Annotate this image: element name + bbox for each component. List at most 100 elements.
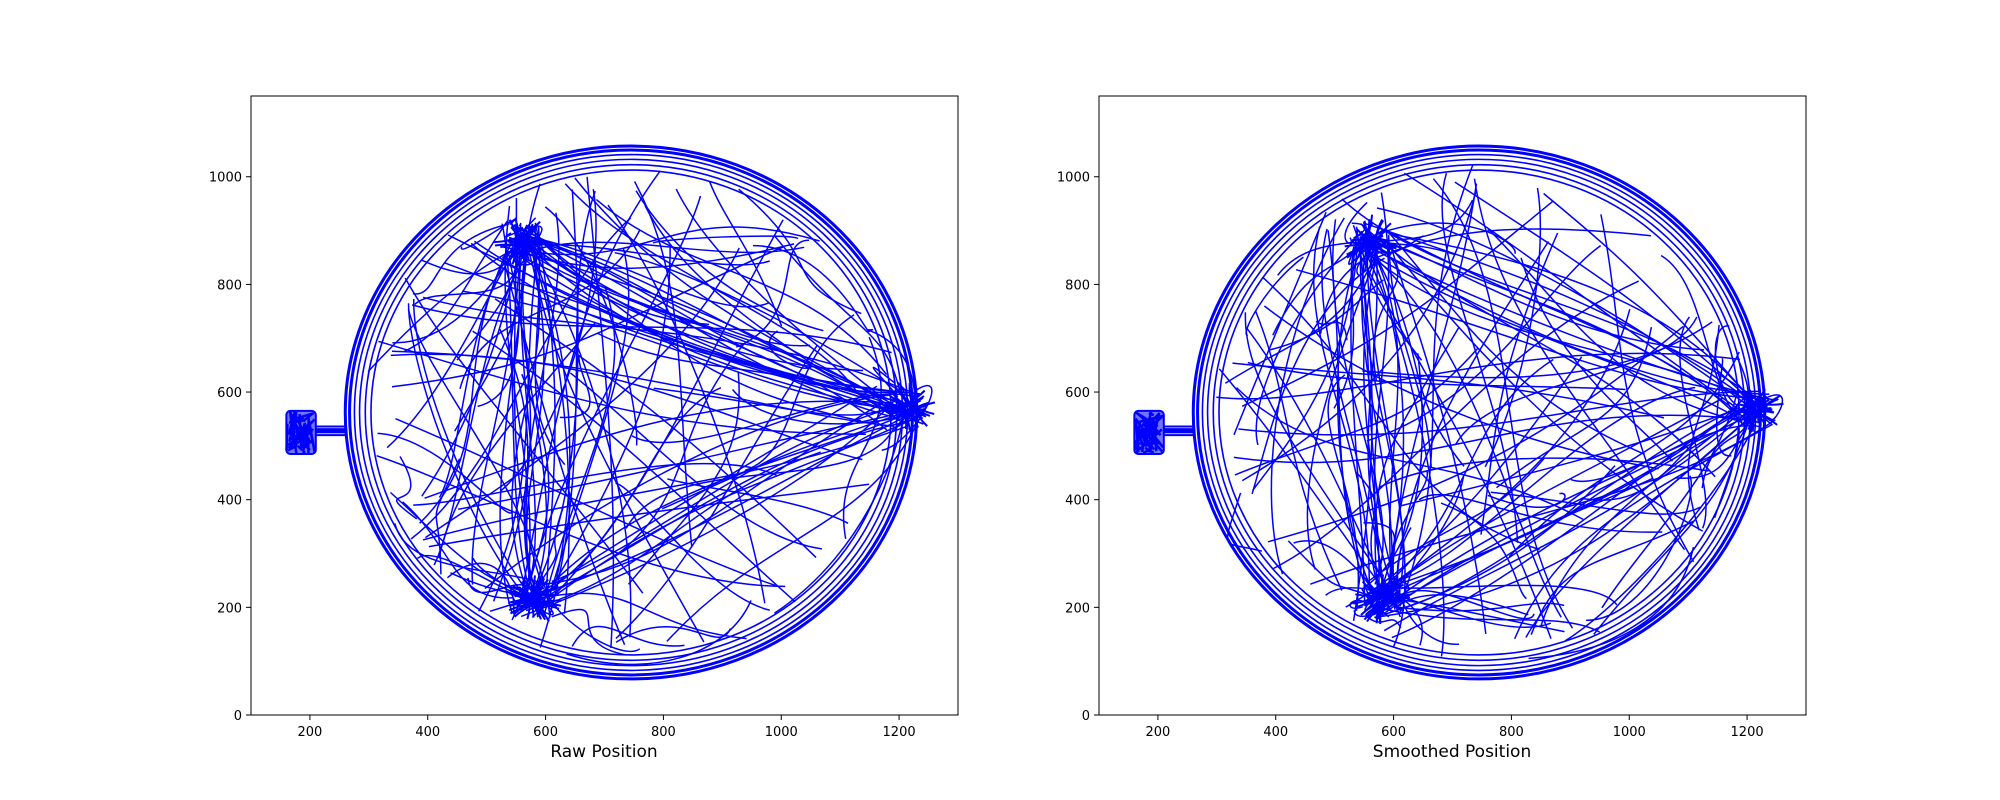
y-tick-label: 400 — [1065, 494, 1090, 509]
trajectory-segment — [1757, 395, 1768, 424]
trajectory-segment — [908, 383, 928, 427]
trajectory-lines — [1133, 144, 1784, 681]
trajectory-segment — [504, 205, 531, 581]
trajectory-segment — [510, 226, 541, 245]
trajectory-segment — [1747, 398, 1779, 430]
trajectory-segment — [402, 501, 514, 599]
y-tick-label: 200 — [217, 601, 242, 616]
trajectory-segment — [1391, 396, 1765, 639]
trajectory-segment — [512, 280, 902, 403]
trajectory-segment — [1262, 277, 1540, 551]
trajectory-segment — [523, 240, 905, 394]
trajectory-segment — [1441, 172, 1519, 543]
trajectory-segment — [1586, 475, 1692, 622]
trajectory-segment — [1363, 582, 1390, 607]
trajectory-segment — [530, 235, 907, 407]
trajectory-segment — [1525, 402, 1767, 638]
trajectory-segment — [1387, 230, 1739, 418]
y-tick-label: 800 — [1065, 278, 1090, 293]
trajectory-segment — [499, 236, 529, 614]
trajectory-ring — [1212, 163, 1746, 662]
trajectory-segment — [396, 456, 418, 520]
x-tick-label: 1200 — [1731, 725, 1764, 740]
trajectory-segment — [631, 393, 916, 444]
trajectory-segment — [1737, 402, 1766, 425]
trajectory-segment — [1363, 596, 1411, 621]
trajectory-segment — [615, 625, 732, 643]
trajectory-segment — [1362, 321, 1713, 379]
raw-position-panel: 200 400 600 800 1000 1200 0 200 400 600 800 1000 R… — [209, 95, 959, 762]
trajectory-segment — [1454, 181, 1759, 408]
trajectory-segment — [1360, 230, 1465, 467]
trajectory-segment — [526, 591, 535, 606]
trajectory-segment — [509, 602, 562, 615]
trajectory-segment — [1367, 238, 1392, 584]
trajectory-segment — [477, 242, 526, 408]
trajectory-segment — [456, 231, 525, 361]
trajectory-segment — [533, 421, 904, 605]
trajectory-segment — [1660, 254, 1745, 426]
trajectory-segment — [1490, 491, 1701, 515]
trajectory-segment — [1273, 280, 1640, 570]
trajectory-segment — [376, 454, 786, 588]
y-tick-label: 800 — [217, 278, 242, 293]
y-axis-ticks: 0 200 400 600 800 1000 — [1057, 171, 1099, 724]
start-box — [1133, 409, 1165, 455]
trajectory-segment — [413, 462, 778, 506]
trajectory-segment — [867, 328, 916, 400]
x-axis-ticks: 200 400 600 800 1000 1200 — [298, 715, 916, 740]
trajectory-segment — [1601, 392, 1738, 609]
trajectory-segment — [1432, 178, 1574, 629]
trajectory-segment — [644, 205, 904, 424]
trajectory-segment — [1246, 328, 1393, 599]
plot-frame — [1098, 95, 1807, 716]
trajectory-segment — [460, 218, 516, 250]
trajectory-segment — [1389, 243, 1487, 634]
trajectory-segment — [403, 220, 509, 353]
trajectory-segment — [1319, 250, 1384, 334]
trajectory-segment — [1454, 316, 1698, 445]
x-axis-title: Raw Position — [550, 742, 657, 762]
trajectory-segment — [428, 483, 870, 548]
trajectory-segment — [536, 581, 546, 615]
trajectory-segment — [551, 400, 915, 583]
trajectory-segment — [521, 226, 571, 614]
trajectory-segment — [518, 224, 632, 638]
trajectory-segment — [544, 206, 638, 446]
trajectory-segment — [1344, 201, 1368, 244]
trajectory-segment — [532, 253, 705, 643]
trajectory-segment — [1484, 187, 1542, 468]
trajectory-segment — [1366, 244, 1602, 442]
x-tick-label: 1000 — [765, 725, 798, 740]
x-axis-title: Smoothed Position — [1373, 742, 1531, 762]
y-tick-label: 1000 — [209, 171, 242, 186]
trajectory-segment — [569, 372, 823, 550]
y-axis-ticks: 0 200 400 600 800 1000 — [209, 171, 251, 724]
y-tick-label: 0 — [1082, 709, 1090, 724]
trajectory-segment — [522, 227, 537, 260]
y-tick-label: 600 — [1065, 386, 1090, 401]
x-tick-label: 600 — [1381, 725, 1406, 740]
trajectory-segment — [1487, 228, 1743, 423]
trajectory-segment — [531, 219, 784, 618]
trajectory-segment — [1600, 214, 1695, 563]
trajectory-segment — [1235, 387, 1584, 521]
trajectory-segment — [1384, 227, 1645, 455]
trajectory-segment — [1395, 584, 1618, 606]
trajectory-segment — [1380, 588, 1396, 615]
trajectory-segment — [675, 188, 879, 395]
trajectory-segment — [1528, 546, 1695, 660]
trajectory-segment — [1232, 362, 1665, 419]
trajectory-segment — [1514, 423, 1773, 640]
trajectory-segment — [635, 190, 824, 332]
trajectory-segment — [1233, 414, 1747, 464]
y-tick-label: 200 — [1065, 601, 1090, 616]
trajectory-segment — [1395, 386, 1696, 583]
trajectory-segment — [425, 247, 740, 539]
trajectory-segment — [478, 250, 539, 612]
trajectory-segment — [1269, 279, 1384, 351]
trajectory-segment — [1360, 223, 1716, 478]
trajectory-segment — [395, 418, 776, 587]
trajectory-segment — [611, 343, 745, 560]
